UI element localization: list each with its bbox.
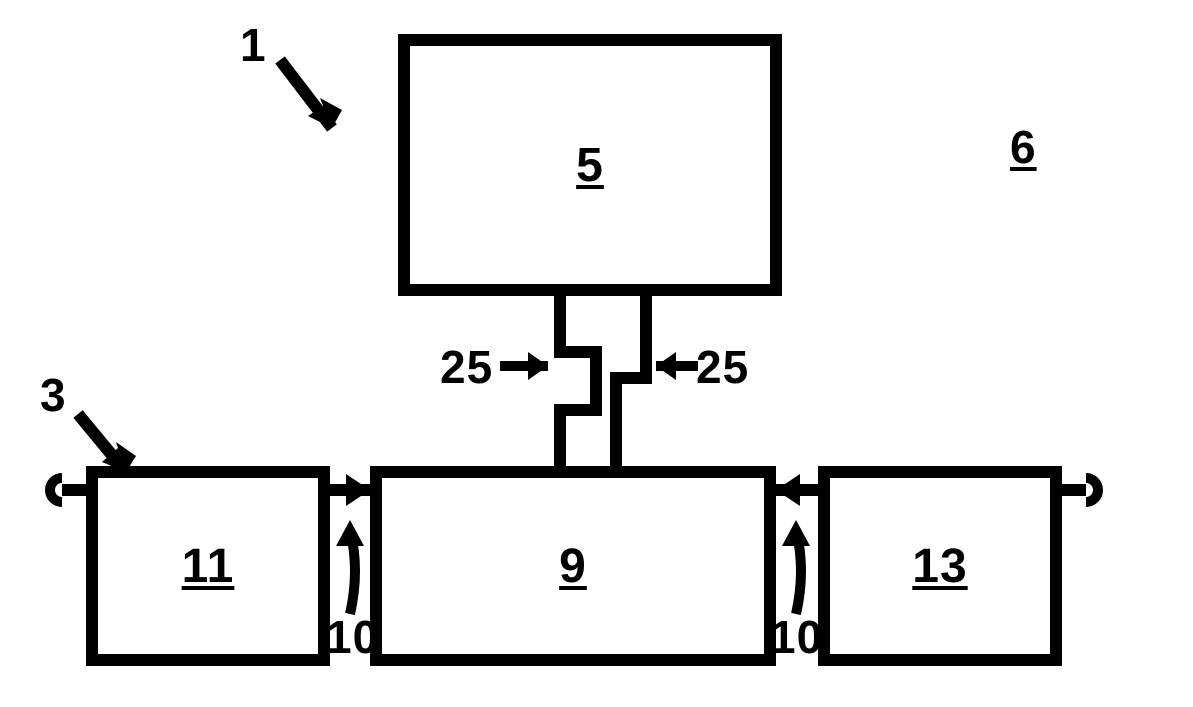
reference-label-10-right: 10 <box>770 610 823 664</box>
arrow-10-right <box>782 520 810 614</box>
pointer-arrow-3 <box>78 414 136 472</box>
node-9-label: 9 <box>559 539 587 594</box>
reference-label-6: 6 <box>1010 120 1037 174</box>
external-connector-right <box>1062 478 1098 502</box>
node-13: 13 <box>818 466 1062 666</box>
reference-label-25-left: 25 <box>440 340 493 394</box>
diagram-canvas: 5 9 11 13 1 6 3 25 25 10 10 <box>0 0 1193 707</box>
node-11-label: 11 <box>182 539 235 594</box>
node-5: 5 <box>398 34 782 296</box>
reference-label-3: 3 <box>40 368 67 422</box>
arrow-10-left <box>336 520 364 614</box>
node-9: 9 <box>370 466 776 666</box>
reference-label-10-left: 10 <box>326 610 379 664</box>
arrow-25-left <box>500 352 548 380</box>
node-13-label: 13 <box>912 539 967 594</box>
connector-10-right <box>776 474 818 506</box>
reference-label-1: 1 <box>240 18 267 72</box>
connector-25 <box>560 296 646 466</box>
arrow-25-right <box>656 352 698 380</box>
reference-label-25-right: 25 <box>696 340 749 394</box>
external-connector-left <box>50 478 86 502</box>
node-5-label: 5 <box>576 138 604 193</box>
node-11: 11 <box>86 466 330 666</box>
connector-10-left <box>330 474 370 506</box>
pointer-arrow-1 <box>280 60 342 128</box>
